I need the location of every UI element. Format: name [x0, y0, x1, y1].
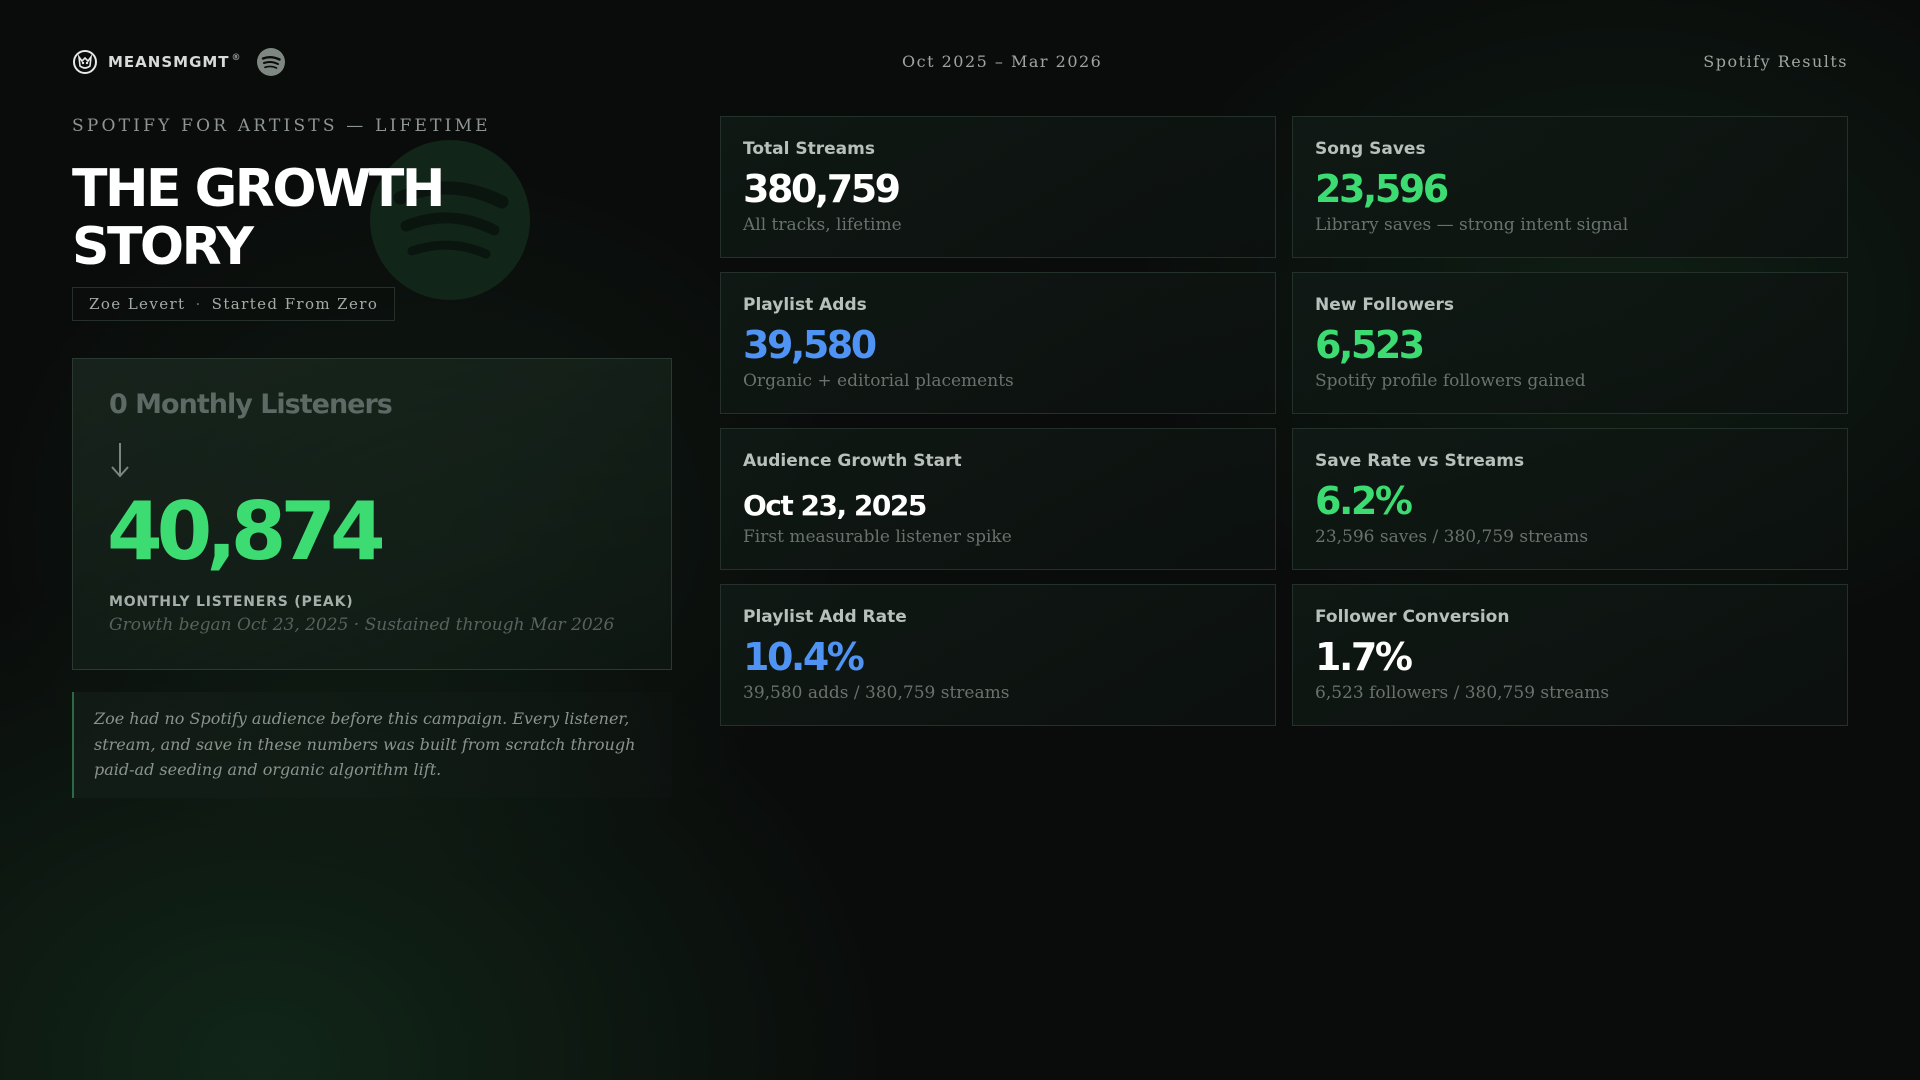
stat-card-audience-growth-start: Audience Growth Start Oct 23, 2025 First…	[720, 428, 1276, 570]
stat-value: 6.2%	[1315, 479, 1413, 523]
stat-card-song-saves: Song Saves 23,596 Library saves — strong…	[1292, 116, 1848, 258]
stat-label: Playlist Add Rate	[743, 607, 907, 627]
stat-value: 380,759	[743, 167, 901, 211]
brand: MEANSMGMT ®	[72, 44, 286, 80]
stat-value: 23,596	[1315, 167, 1449, 211]
stat-subtext: 23,596 saves / 380,759 streams	[1315, 527, 1589, 547]
stat-card-total-streams: Total Streams 380,759 All tracks, lifeti…	[720, 116, 1276, 258]
stat-label: Song Saves	[1315, 139, 1426, 159]
stat-value: Oct 23, 2025	[743, 489, 927, 522]
stat-subtext: First measurable listener spike	[743, 527, 1012, 547]
listeners-before: 0 Monthly Listeners	[109, 389, 393, 420]
spotify-watermark-icon	[370, 140, 530, 300]
listeners-note: Growth began Oct 23, 2025 · Sustained th…	[109, 615, 615, 635]
stat-value: 10.4%	[743, 635, 865, 679]
artist-tag: Zoe Levert · Started From Zero	[72, 287, 396, 321]
page-title-line2: STORY	[72, 217, 254, 277]
stat-label: Follower Conversion	[1315, 607, 1510, 627]
stat-card-follower-conversion: Follower Conversion 1.7% 6,523 followers…	[1292, 584, 1848, 726]
stats-grid: Total Streams 380,759 All tracks, lifeti…	[720, 116, 1848, 726]
stat-subtext: All tracks, lifetime	[743, 215, 902, 235]
stat-card-new-followers: New Followers 6,523 Spotify profile foll…	[1292, 272, 1848, 414]
stat-subtext: Spotify profile followers gained	[1315, 371, 1586, 391]
stat-label: New Followers	[1315, 295, 1455, 315]
brand-name: MEANSMGMT ®	[108, 53, 242, 71]
stat-label: Total Streams	[743, 139, 875, 159]
eyebrow-label: SPOTIFY FOR ARTISTS — LIFETIME	[72, 116, 491, 136]
spotify-icon	[256, 48, 285, 76]
arrow-down-icon	[111, 443, 129, 478]
artist-name: Zoe Levert	[89, 295, 186, 313]
header: MEANSMGMT ® Oct 2025 – Mar 2026 Spotify R…	[72, 44, 1848, 80]
campaign-name: Started From Zero	[211, 295, 379, 313]
artist-tag-separator: ·	[195, 295, 202, 313]
listeners-peak-label: MONTHLY LISTENERS (PEAK)	[109, 594, 354, 610]
stat-subtext: Organic + editorial placements	[743, 371, 1014, 391]
stat-card-playlist-add-rate: Playlist Add Rate 10.4% 39,580 adds / 38…	[720, 584, 1276, 726]
page-title-line1: THE GROWTH	[72, 159, 445, 219]
brand-registered-mark: ®	[231, 53, 242, 63]
stat-card-playlist-adds: Playlist Adds 39,580 Organic + editorial…	[720, 272, 1276, 414]
report-period: Oct 2025 – Mar 2026	[902, 52, 1103, 71]
stat-subtext: 6,523 followers / 380,759 streams	[1315, 683, 1610, 703]
stat-subtext: 39,580 adds / 380,759 streams	[743, 683, 1010, 703]
listeners-peak-value: 40,874	[107, 485, 386, 578]
monthly-listeners-card: 0 Monthly Listeners 40,874 MONTHLY LISTE…	[72, 358, 672, 670]
report-title: Spotify Results	[1703, 52, 1848, 71]
stat-subtext: Library saves — strong intent signal	[1315, 215, 1629, 235]
stat-value: 39,580	[743, 323, 877, 367]
brand-logo-icon	[73, 50, 97, 74]
stat-card-save-rate: Save Rate vs Streams 6.2% 23,596 saves /…	[1292, 428, 1848, 570]
stat-value: 1.7%	[1315, 635, 1413, 679]
stat-label: Save Rate vs Streams	[1315, 451, 1525, 471]
stat-label: Playlist Adds	[743, 295, 867, 315]
campaign-quote: Zoe had no Spotify audience before this …	[72, 692, 672, 798]
page-title: THE GROWTH STORY	[72, 160, 492, 276]
stat-label: Audience Growth Start	[743, 451, 962, 471]
stat-value: 6,523	[1315, 323, 1425, 367]
